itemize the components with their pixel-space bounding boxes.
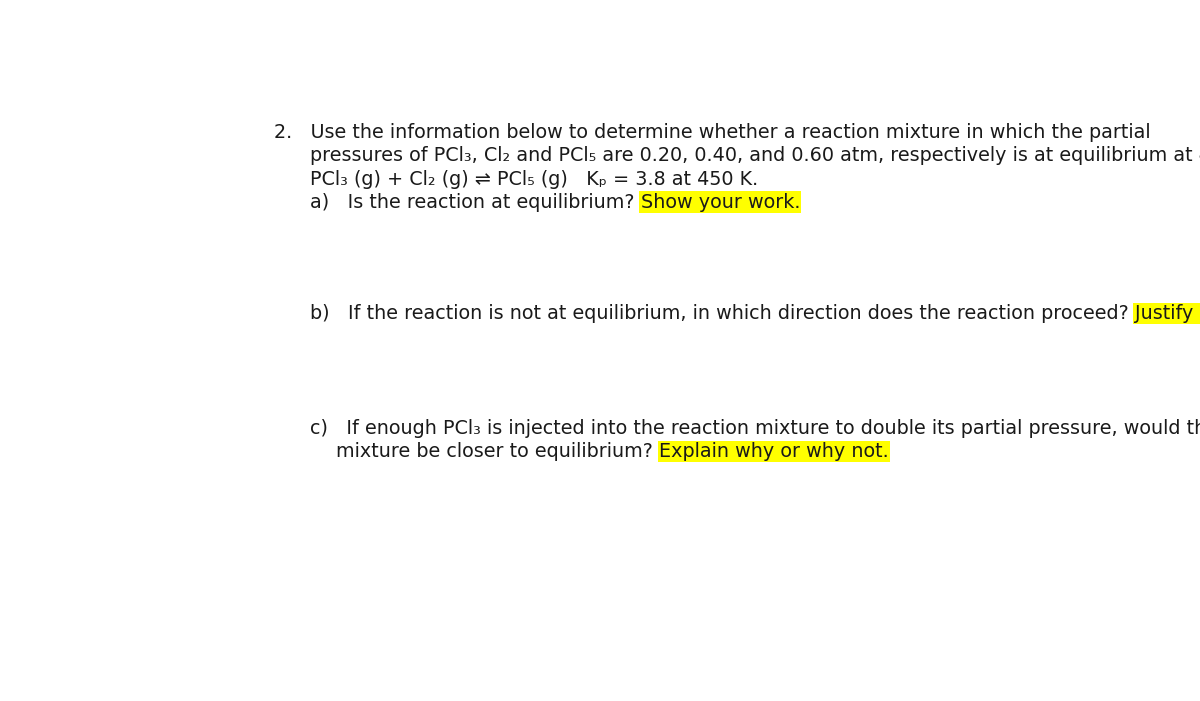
Text: pressures of PCl₃, Cl₂ and PCl₅ are 0.20, 0.40, and 0.60 atm, respectively is at: pressures of PCl₃, Cl₂ and PCl₅ are 0.20… <box>310 147 1200 165</box>
Text: c)   If enough PCl₃ is injected into the reaction mixture to double its partial : c) If enough PCl₃ is injected into the r… <box>310 419 1200 438</box>
Text: 2.   Use the information below to determine whether a reaction mixture in which : 2. Use the information below to determin… <box>274 123 1151 142</box>
Text: b)   If the reaction is not at equilibrium, in which direction does the reaction: b) If the reaction is not at equilibrium… <box>310 304 1135 323</box>
Text: mixture be closer to equilibrium?: mixture be closer to equilibrium? <box>336 442 659 461</box>
Text: Justify your answer.: Justify your answer. <box>1135 304 1200 323</box>
Text: a)   Is the reaction at equilibrium?: a) Is the reaction at equilibrium? <box>310 193 641 212</box>
Text: Show your work.: Show your work. <box>641 193 800 212</box>
Text: Explain why or why not.: Explain why or why not. <box>659 442 889 461</box>
Text: PCl₃ (g) + Cl₂ (g) ⇌ PCl₅ (g)   Kₚ = 3.8 at 450 K.: PCl₃ (g) + Cl₂ (g) ⇌ PCl₅ (g) Kₚ = 3.8 a… <box>310 170 758 189</box>
